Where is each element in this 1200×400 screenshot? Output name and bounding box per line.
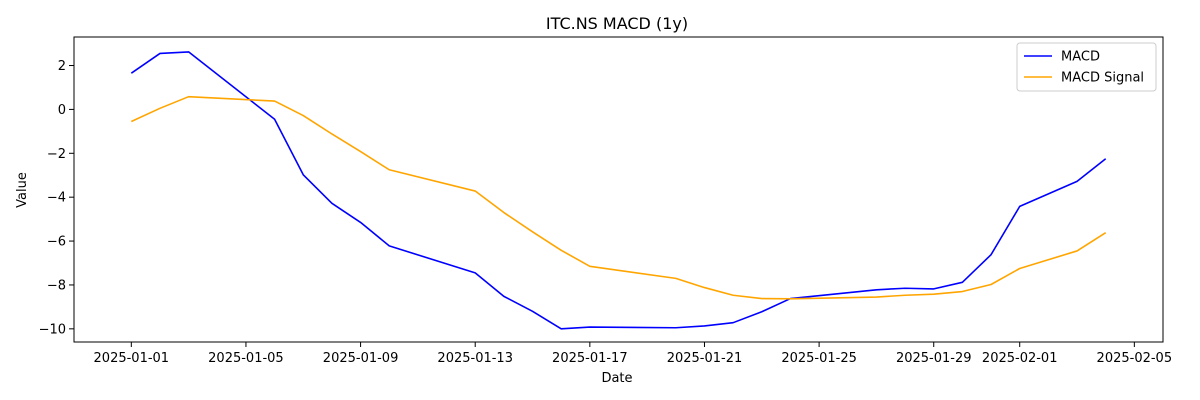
x-tick-label: 2025-01-17 [552,351,628,366]
x-tick-label: 2025-01-09 [323,351,399,366]
x-tick-label: 2025-01-05 [208,351,284,366]
x-tick-label: 2025-01-01 [94,351,170,366]
y-tick-label: −6 [47,235,66,250]
y-tick-label: −2 [47,147,66,162]
y-tick-label: −10 [39,322,66,337]
x-tick-label: 2025-02-01 [982,351,1058,366]
y-tick-label: −4 [47,191,66,206]
legend-label-macd-signal: MACD Signal [1061,71,1144,86]
y-tick-label: 2 [58,59,66,74]
y-axis: 2 0 −2 −4 −6 −8 −10 [39,59,74,337]
x-axis-label: Date [601,371,632,386]
x-tick-label: 2025-01-21 [667,351,743,366]
x-tick-label: 2025-01-13 [437,351,513,366]
legend-label-macd: MACD [1061,50,1100,65]
series-line-macd [130,51,1107,330]
x-tick-label: 2025-01-25 [781,351,857,366]
series-line-macd-signal [130,95,1107,300]
plot-frame [73,36,1164,343]
x-tick-label: 2025-01-29 [896,351,972,366]
y-tick-label: 0 [58,103,66,118]
y-axis-label: Value [15,172,30,208]
y-tick-label: −8 [47,278,66,293]
plot-lines [130,51,1107,330]
x-tick-label: 2025-02-05 [1097,351,1173,366]
legend: MACD MACD Signal [1016,42,1157,92]
x-axis: 2025-01-01 2025-01-05 2025-01-09 2025-01-13… [94,342,1173,366]
legend-box [1016,42,1157,92]
chart-title: ITC.NS MACD (1y) [546,14,688,33]
